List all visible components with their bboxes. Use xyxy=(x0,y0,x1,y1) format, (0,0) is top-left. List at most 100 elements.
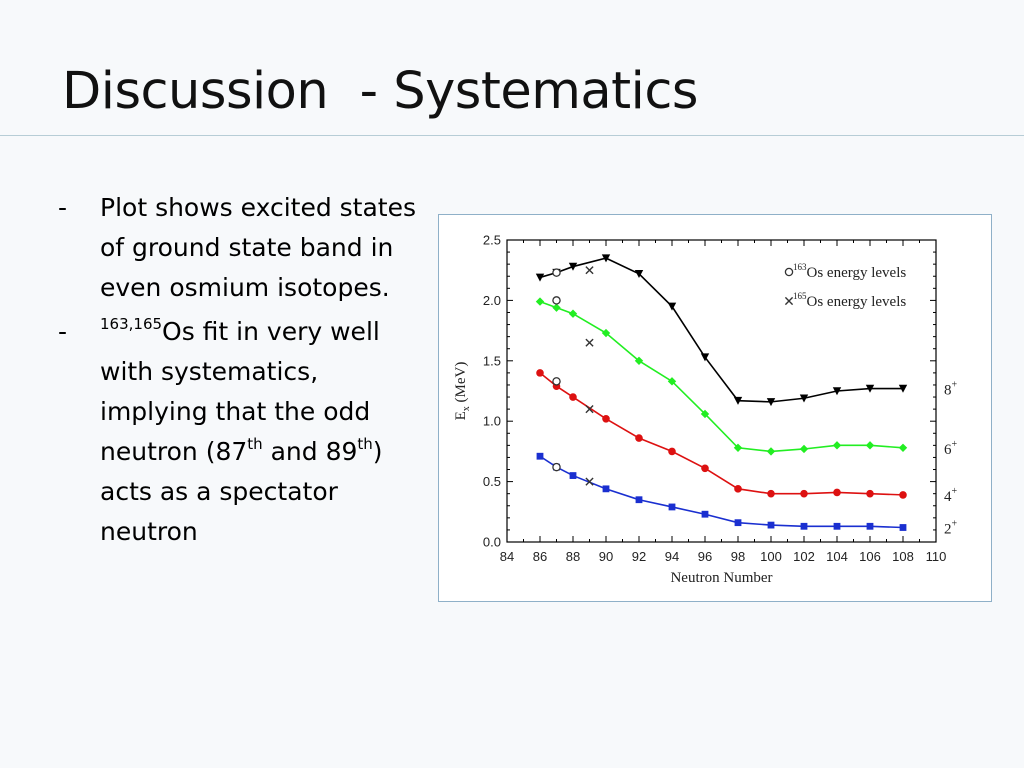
data-point-os165 xyxy=(784,296,794,306)
cross-stroke xyxy=(585,338,594,347)
x-tick-label: 92 xyxy=(632,549,646,564)
data-point-4plus xyxy=(635,434,643,442)
data-point-6plus xyxy=(700,409,710,419)
x-tick-label: 94 xyxy=(665,549,679,564)
data-point-4plus xyxy=(800,489,808,498)
data-point-2plus xyxy=(833,522,841,530)
data-point-4plus xyxy=(899,491,907,499)
ordinal-superscript: th xyxy=(357,434,373,453)
slide-title: Discussion - Systematics xyxy=(62,62,698,121)
data-point-6plus xyxy=(766,447,776,456)
data-point-8plus xyxy=(799,394,809,403)
data-point-2plus xyxy=(800,522,808,530)
energy-level-chart: 84 86 88 90 92 94 96 98 100 102 104 106 108 110 0.0 0.5… xyxy=(453,233,958,587)
x-tick-label: 106 xyxy=(859,549,881,564)
data-point-4plus xyxy=(734,485,742,493)
data-point-8plus xyxy=(865,384,875,393)
bullet-item: - Plot shows excited states of ground st… xyxy=(58,188,428,308)
x-tick-label: 86 xyxy=(533,549,547,564)
data-point-4plus xyxy=(866,489,874,498)
data-point-4plus xyxy=(701,464,709,473)
data-point-2plus xyxy=(668,503,676,511)
x-tick-label: 100 xyxy=(760,549,782,564)
data-point-4plus xyxy=(833,488,841,497)
bullet-item: - 163,165Os fit in very well with system… xyxy=(58,312,428,552)
cross-stroke xyxy=(585,266,594,275)
data-point-os165 xyxy=(585,338,594,347)
series-label-8plus: 8+ xyxy=(944,380,958,399)
data-point-os165 xyxy=(585,266,594,275)
data-point-8plus xyxy=(601,254,611,263)
data-point-6plus xyxy=(865,441,875,450)
data-point-2plus xyxy=(536,452,544,460)
y-tick-label: 0.5 xyxy=(483,474,501,489)
legend-entry: 163Os energy levels xyxy=(793,262,906,281)
series-label-6plus: 6+ xyxy=(944,439,958,458)
data-point-2plus xyxy=(602,485,610,493)
data-point-2plus xyxy=(635,496,643,504)
x-axis-label: Neutron Number xyxy=(670,570,772,586)
x-tick-label: 96 xyxy=(698,549,712,564)
data-point-2plus xyxy=(767,521,775,529)
data-point-6plus xyxy=(799,444,809,454)
series-line-2plus xyxy=(539,455,904,529)
series-label-2plus: 2+ xyxy=(944,519,958,538)
data-point-2plus xyxy=(899,524,907,531)
cross-stroke xyxy=(585,405,594,414)
y-tick-label: 2.5 xyxy=(483,233,501,248)
bullet-text: ) acts as a spectator neutron xyxy=(100,437,383,546)
data-point-8plus xyxy=(700,353,710,362)
data-point-4plus xyxy=(569,393,577,401)
x-tick-label: 98 xyxy=(731,549,745,564)
data-point-os165 xyxy=(585,477,594,486)
data-point-8plus xyxy=(733,396,743,405)
title-divider xyxy=(0,135,1024,136)
x-tick-label: 88 xyxy=(566,549,580,564)
data-point-4plus xyxy=(668,447,676,456)
data-point-6plus xyxy=(667,377,677,386)
data-point-6plus xyxy=(733,443,743,452)
data-point-6plus xyxy=(552,303,561,312)
legend-entry: 165Os energy levels xyxy=(793,291,906,310)
data-point-8plus xyxy=(568,262,578,271)
bullet-dash: - xyxy=(58,317,68,346)
y-axis-label: Ex (MeV) xyxy=(453,362,472,421)
data-point-2plus xyxy=(701,510,709,518)
x-tick-label: 104 xyxy=(826,549,848,564)
y-tick-label: 0.0 xyxy=(483,535,501,550)
data-point-os163 xyxy=(552,296,561,305)
y-tick-label: 1.5 xyxy=(483,353,501,368)
bullet-dash: - xyxy=(58,193,68,222)
data-point-os163 xyxy=(552,377,561,386)
series-label-4plus: 4+ xyxy=(944,486,958,505)
cross-stroke xyxy=(784,296,794,306)
bullet-text: and 89 xyxy=(262,437,358,466)
bullet-text: Os fit in very well with systematics, im… xyxy=(100,317,380,466)
data-point-2plus xyxy=(569,472,577,479)
ordinal-superscript: th xyxy=(247,434,263,453)
data-point-6plus xyxy=(535,297,545,306)
series-line-6plus xyxy=(539,300,904,453)
data-point-8plus xyxy=(634,270,644,279)
cross-stroke xyxy=(585,477,594,486)
data-point-4plus xyxy=(536,369,544,377)
data-point-8plus xyxy=(832,387,842,396)
data-point-6plus xyxy=(634,356,644,365)
data-point-8plus xyxy=(667,302,677,311)
x-tick-label: 102 xyxy=(793,549,815,564)
data-point-8plus xyxy=(898,384,908,393)
bullet-text: Plot shows excited states of ground stat… xyxy=(100,193,416,302)
data-point-os163 xyxy=(552,268,561,277)
data-point-6plus xyxy=(601,328,611,338)
data-point-8plus xyxy=(535,273,545,282)
x-tick-label: 110 xyxy=(926,549,947,564)
data-point-os163 xyxy=(784,267,794,277)
x-tick-label: 84 xyxy=(500,549,514,564)
bullet-list: - Plot shows excited states of ground st… xyxy=(58,188,428,556)
data-point-6plus xyxy=(832,441,842,450)
data-point-4plus xyxy=(602,414,610,423)
x-tick-label: 90 xyxy=(599,549,613,564)
data-point-6plus xyxy=(568,309,578,318)
data-point-os163 xyxy=(552,462,561,472)
data-point-6plus xyxy=(898,443,908,452)
